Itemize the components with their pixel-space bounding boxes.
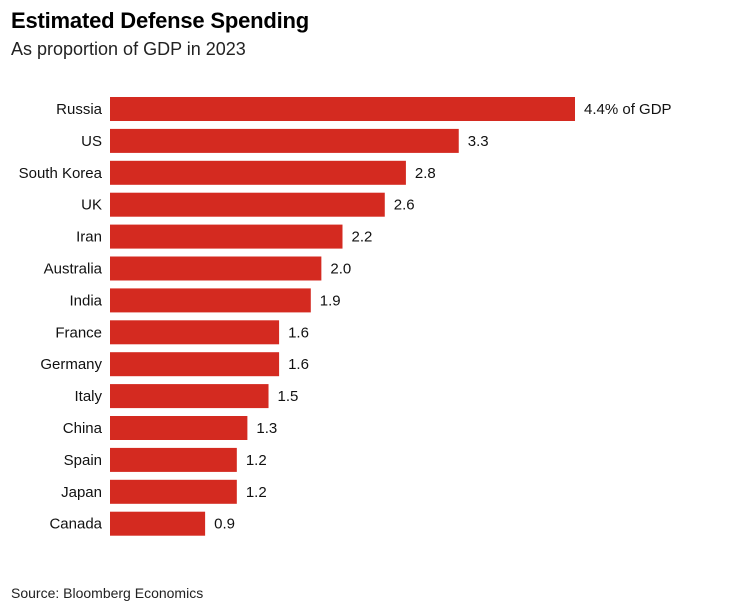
category-label-china: China <box>63 420 103 437</box>
value-label-france: 1.6 <box>288 324 309 341</box>
category-label-spain: Spain <box>64 452 102 469</box>
category-label-india: India <box>69 292 102 309</box>
bar-us <box>110 128 459 153</box>
bar-china <box>110 416 248 440</box>
category-label-australia: Australia <box>44 261 103 278</box>
category-label-russia: Russia <box>56 101 103 118</box>
chart-subtitle: As proportion of GDP in 2023 <box>11 39 246 59</box>
category-label-uk: UK <box>81 197 102 214</box>
category-label-france: France <box>55 324 102 341</box>
category-label-canada: Canada <box>49 516 102 533</box>
bar-south-korea <box>110 160 406 185</box>
value-label-italy: 1.5 <box>278 388 299 405</box>
bar-russia <box>110 97 575 121</box>
value-label-australia: 2.0 <box>330 261 351 278</box>
bars-group: Russia 4.4% of GDP US 3.3 South Korea 2.8 UK 2.… <box>19 97 672 536</box>
value-label-south-korea: 2.8 <box>415 165 436 182</box>
category-label-germany: Germany <box>40 356 102 373</box>
bar-italy <box>110 384 269 409</box>
value-label-us: 3.3 <box>468 133 489 150</box>
value-label-russia: 4.4% of GDP <box>584 101 672 118</box>
value-label-spain: 1.2 <box>246 452 267 469</box>
chart-title: Estimated Defense Spending <box>11 8 309 33</box>
category-label-iran: Iran <box>76 229 102 246</box>
value-label-iran: 2.2 <box>352 229 373 246</box>
source-note: Source: Bloomberg Economics <box>11 585 204 601</box>
value-label-uk: 2.6 <box>394 197 415 214</box>
category-label-japan: Japan <box>61 484 102 501</box>
bar-india <box>110 288 311 313</box>
category-label-italy: Italy <box>74 388 102 405</box>
bar-spain <box>110 447 237 472</box>
bar-iran <box>110 224 343 249</box>
category-label-south-korea: South Korea <box>19 165 103 182</box>
bar-germany <box>110 352 280 377</box>
value-label-japan: 1.2 <box>246 484 267 501</box>
category-label-us: US <box>81 133 102 150</box>
value-label-germany: 1.6 <box>288 356 309 373</box>
value-label-china: 1.3 <box>256 420 277 437</box>
bar-canada <box>110 511 206 536</box>
bar-france <box>110 320 280 345</box>
bar-australia <box>110 256 322 281</box>
bar-uk <box>110 192 385 217</box>
value-label-india: 1.9 <box>320 292 341 309</box>
value-label-canada: 0.9 <box>214 516 235 533</box>
bar-japan <box>110 479 237 504</box>
